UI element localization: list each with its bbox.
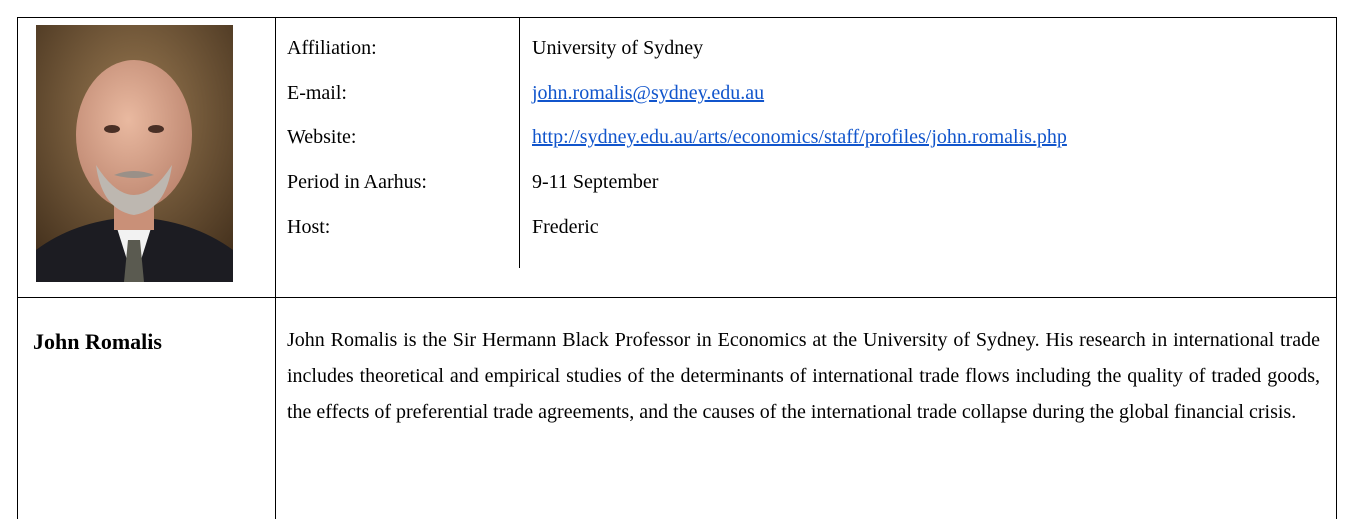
biography: John Romalis is the Sir Hermann Black Pr… (287, 322, 1320, 430)
field-label: Host: (287, 215, 330, 239)
field-label: E-mail: (287, 81, 347, 105)
person-name: John Romalis (33, 329, 162, 355)
field-value: University of Sydney (532, 36, 703, 60)
border (519, 17, 520, 268)
border (275, 17, 276, 519)
field-value: 9-11 September (532, 170, 658, 194)
portrait-photo (36, 25, 233, 282)
field-label: Affiliation: (287, 36, 377, 60)
border (17, 17, 18, 519)
field-label: Period in Aarhus: (287, 170, 427, 194)
field-value: Frederic (532, 215, 599, 239)
border (17, 297, 1337, 298)
email-link[interactable]: john.romalis@sydney.edu.au (532, 81, 764, 105)
page: html, body { margin: 0; padding: 0; } bo… (0, 0, 1350, 519)
website-link[interactable]: http://sydney.edu.au/arts/economics/staf… (532, 125, 1067, 149)
border (17, 17, 1337, 18)
border (1336, 17, 1337, 519)
profile-page: {"profile": { "fields": [ {"label": "Aff… (0, 0, 1350, 519)
field-label: Website: (287, 125, 356, 149)
